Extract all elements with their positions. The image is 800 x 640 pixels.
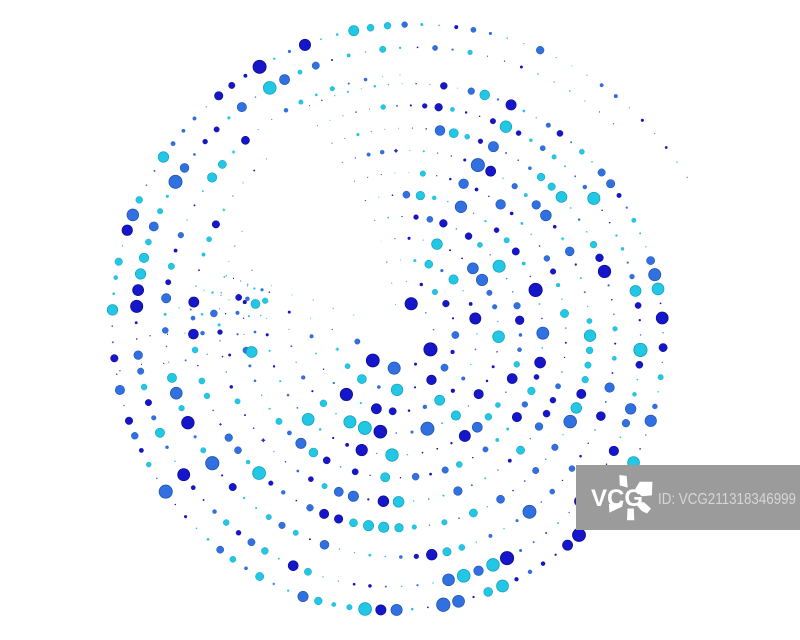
svg-text:ID: VCG211318346999: ID: VCG211318346999 [658, 491, 796, 508]
